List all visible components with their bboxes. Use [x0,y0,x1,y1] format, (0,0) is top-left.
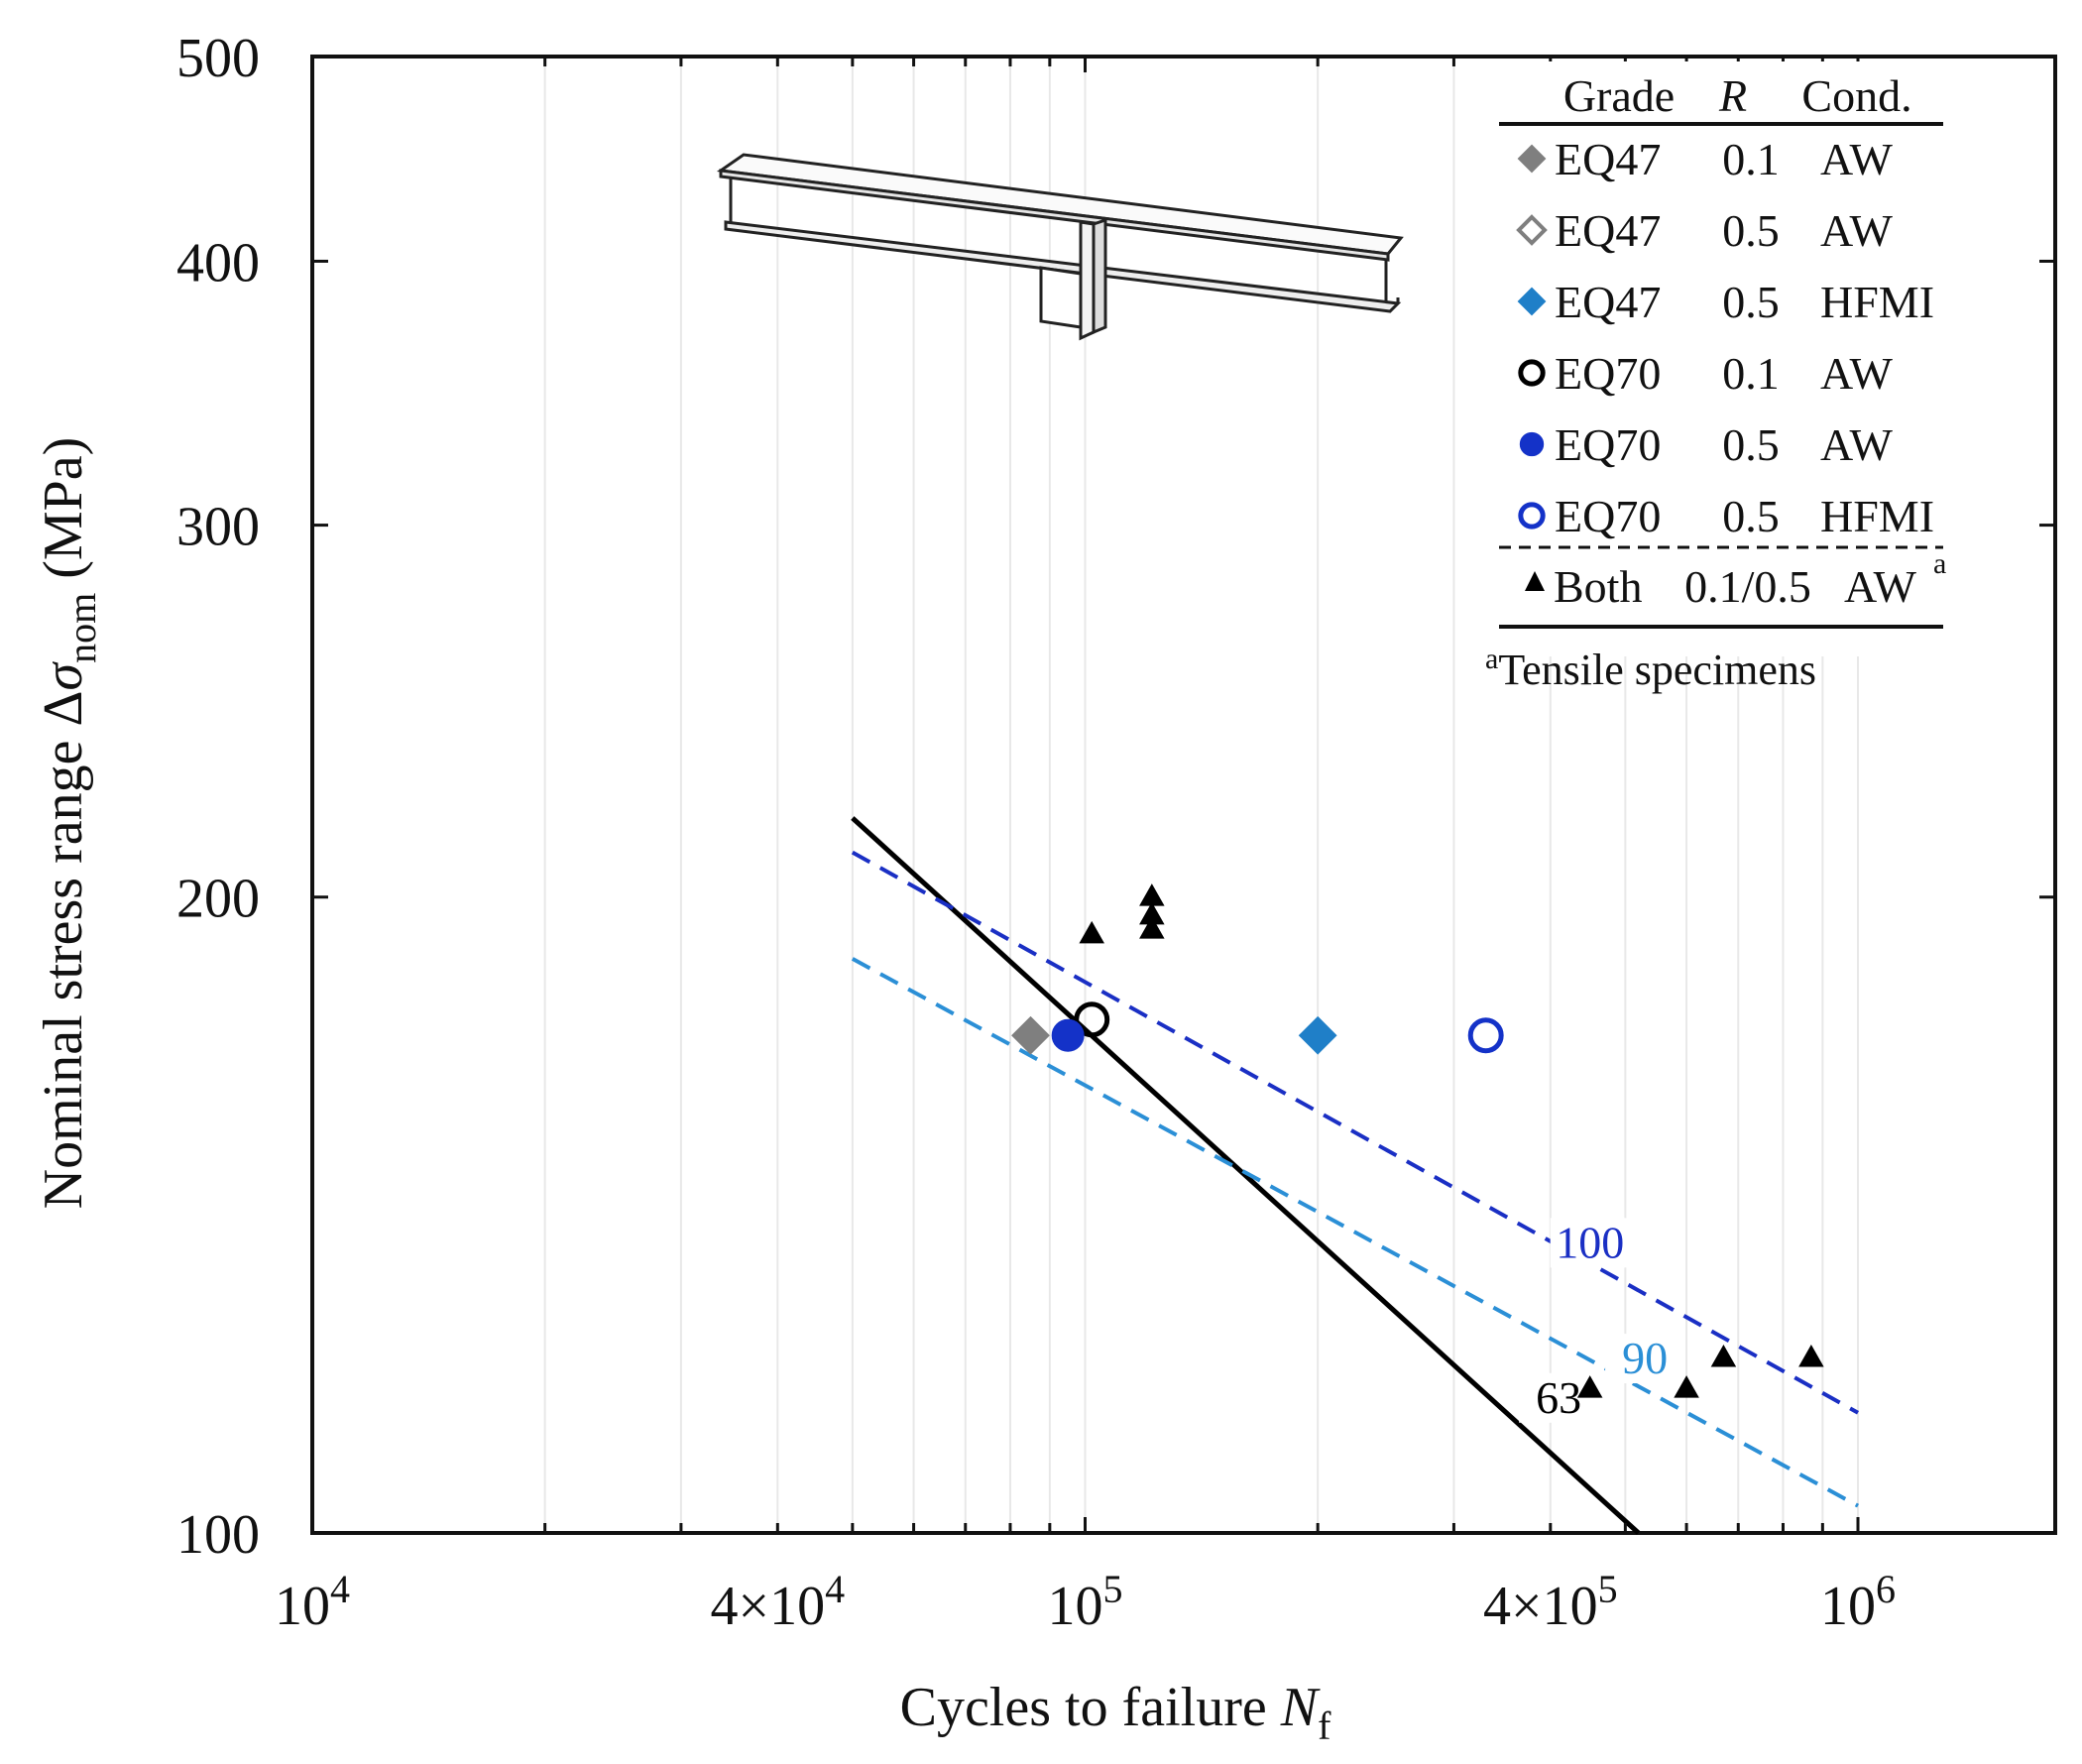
legend-tensile-r: 0.1/0.5 [1684,561,1811,612]
y-axis-title: Nominal stress range Δσnom (MPa) [33,437,104,1210]
legend-header-r: R [1718,70,1747,121]
fat-label-bg [1519,1372,1599,1423]
legend-row-r: 0.5 [1722,205,1780,256]
beam-illustration [716,153,1404,341]
legend-row-grade: EQ70 [1555,348,1661,399]
legend-row-r: 0.5 [1722,277,1780,327]
point-triangle [1674,1375,1699,1398]
legend-row-cond: AW [1820,419,1894,470]
legend-marker-circle [1518,502,1546,529]
legend-row: EQ47 0.5 AW [1516,205,1894,256]
point-triangle [1710,1345,1737,1367]
fat-label-90: 90 [1622,1333,1668,1383]
legend-row-grade: EQ70 [1555,491,1661,541]
legend-marker-circle [1518,359,1546,387]
legend-header-grade: Grade [1563,70,1675,121]
x-tick-label: 104 [275,1567,350,1637]
x-axis-ticks: 104 4×104 105 4×105 106 [275,57,1896,1637]
legend-tensile-cond: AW [1844,561,1917,612]
legend-row-r: 0.5 [1722,419,1780,470]
legend-header-cond: Cond. [1801,70,1911,121]
data-points [1011,883,1824,1398]
point-triangle [1798,1345,1824,1367]
x-tick-label: 106 [1820,1567,1896,1637]
legend-row: EQ47 0.5 HFMI [1517,277,1934,327]
point-triangle [1576,1375,1603,1398]
legend-marker-diamond [1516,214,1548,246]
point-circle [1074,1001,1110,1038]
legend-row: EQ70 0.5 AW [1519,419,1894,470]
fat-label-63: 63 [1536,1372,1581,1423]
legend-tensile-grade: Both [1554,561,1642,612]
legend-row-tensile: Both 0.1/0.5 AW a [1525,547,1946,612]
legend-row-cond: AW [1820,205,1894,256]
legend-row-cond: AW [1820,348,1894,399]
legend: Grade R Cond. EQ47 0.1 AW EQ47 0.5 AW EQ47 0.5 H… [1482,61,1958,694]
legend-row-cond: HFMI [1820,277,1934,327]
point-circle [1467,1017,1504,1054]
y-axis-ticks: 100 200 300 400 500 [176,28,2055,1566]
point-triangle [1079,920,1104,944]
y-tick-label: 500 [176,28,260,89]
y-tick-label: 100 [176,1504,260,1566]
point-triangle [1139,916,1165,939]
plot-border [310,55,2057,1535]
fat-lines: 63 100 90 [851,816,1859,1535]
x-tick-label: 105 [1048,1567,1123,1637]
legend-row-grade: EQ47 [1555,134,1661,184]
legend-tensile-sup: a [1933,547,1946,580]
y-tick-label: 400 [176,232,260,294]
fat-line-63 [851,816,1641,1535]
legend-row-cond: HFMI [1820,491,1934,541]
y-tick-label: 200 [176,869,260,930]
legend-row-r: 0.1 [1722,134,1780,184]
legend-row-r: 0.1 [1722,348,1780,399]
x-tick-label: 4×104 [711,1567,846,1637]
legend-row: EQ70 0.1 AW [1518,348,1894,399]
x-axis-title: Cycles to failure Nf [900,1677,1331,1748]
fat-label-bg [1550,1218,1630,1268]
legend-row-grade: EQ47 [1555,205,1661,256]
y-tick-label: 300 [176,497,260,558]
plot-frame [310,55,2057,1535]
legend-marker-triangle [1525,571,1545,591]
fat-label-100: 100 [1556,1217,1624,1267]
legend-row: EQ70 0.5 HFMI [1518,491,1934,541]
point-diamond [1011,1015,1050,1055]
fat-label-bg [1605,1334,1685,1384]
fat-line-90 [851,957,1859,1508]
point-diamond [1298,1015,1337,1055]
legend-marker-circle [1519,431,1545,457]
point-circle [1051,1018,1085,1052]
x-tick-label: 4×105 [1483,1567,1618,1637]
legend-row-grade: EQ47 [1555,277,1661,327]
legend-marker-diamond [1517,144,1547,174]
fat-line-100 [851,850,1859,1415]
legend-marker-diamond [1517,287,1547,316]
legend-row: EQ47 0.1 AW [1517,134,1894,184]
legend-footnote: aTensile specimens [1485,643,1816,694]
legend-row-grade: EQ70 [1555,419,1661,470]
legend-row-cond: AW [1820,134,1894,184]
legend-row-r: 0.5 [1722,491,1780,541]
